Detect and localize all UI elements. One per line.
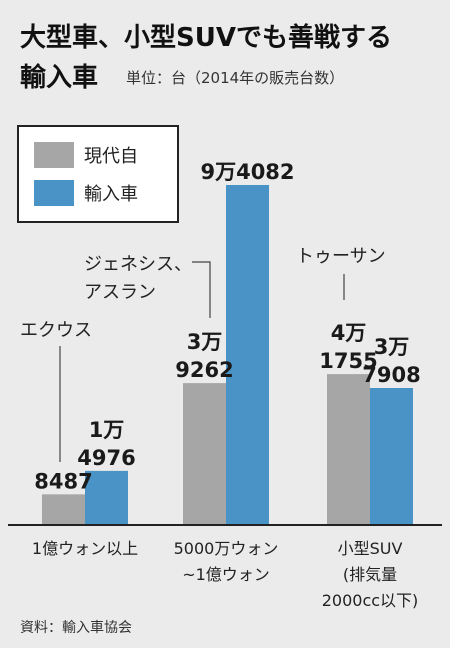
category-label-2-0: 小型SUV — [338, 539, 403, 558]
bar-hyundai-0 — [42, 494, 85, 525]
unit-note: 単位：台（2014年の販売台数） — [126, 69, 344, 87]
value-label-imported-0-1: 4976 — [77, 446, 135, 470]
bar-hyundai-2 — [327, 374, 370, 525]
category-label-1-0: 5000万ウォン — [174, 539, 279, 558]
bar-imported-0 — [85, 470, 128, 525]
value-label-imported-0-0: 1万 — [89, 418, 125, 442]
chart-title-line1: 大型車、小型SUVでも善戦する — [20, 22, 392, 53]
legend-label-hyundai: 現代自 — [84, 146, 138, 167]
legend-swatch-imported — [34, 180, 74, 206]
annotation-2-0: トゥーサン — [296, 246, 386, 267]
value-label-hyundai-2-1: 1755 — [319, 349, 377, 373]
value-label-hyundai-1-1: 9262 — [175, 358, 233, 382]
value-label-hyundai-2-0: 4万 — [331, 321, 367, 345]
value-label-imported-1-0: 9万4082 — [200, 160, 294, 184]
bar-hyundai-1 — [183, 383, 226, 525]
category-label-1-1: ~1億ウォン — [182, 565, 270, 584]
bar-imported-1 — [226, 185, 269, 525]
annotation-1-0: ジェネシス、 — [84, 254, 192, 275]
legend-box — [17, 125, 179, 223]
value-label-imported-2-0: 3万 — [374, 335, 410, 359]
value-label-imported-2-1: 7908 — [362, 363, 420, 387]
legend-label-imported: 輸入車 — [84, 184, 138, 205]
bar-imported-2 — [370, 388, 413, 525]
value-label-hyundai-1-0: 3万 — [187, 330, 223, 354]
value-label-hyundai-0-0: 8487 — [34, 469, 92, 493]
chart-title-line2: 輸入車 — [20, 62, 98, 93]
legend: 現代自 輸入車 — [17, 125, 179, 223]
annotation-leader-1 — [192, 261, 211, 318]
category-label-2-1: (排気量 — [343, 565, 397, 584]
labels-layer: 8487 1万 4976 1億ウォン以上 3万 9262 9万4082 5000万ウォン ~1億… — [20, 160, 421, 610]
category-label-2-2: 2000cc以下) — [322, 591, 419, 610]
legend-swatch-hyundai — [34, 142, 74, 168]
category-label-0-0: 1億ウォン以上 — [32, 539, 138, 558]
annotation-0-0: エクウス — [20, 320, 92, 341]
source-note: 資料：輸入車協会 — [20, 619, 132, 636]
annotation-1-1: アスラン — [84, 282, 156, 303]
bars-layer — [42, 185, 413, 525]
